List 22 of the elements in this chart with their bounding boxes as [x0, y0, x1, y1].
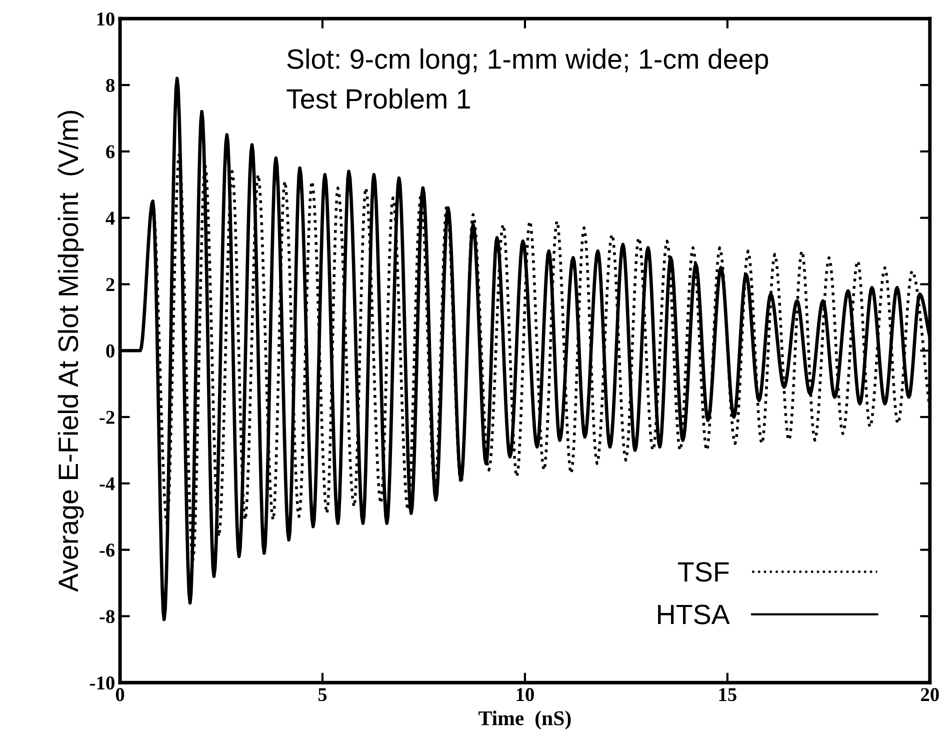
x-tick-label: 5 — [318, 688, 327, 702]
y-tick-label: 8 — [106, 78, 115, 92]
y-tick-label: 4 — [106, 212, 115, 225]
legend-label: HTSA — [658, 604, 730, 624]
x-axis-title: Time (nS) — [478, 710, 571, 730]
y-tick-label: -10 — [90, 676, 114, 690]
y-tick-label: 6 — [106, 145, 115, 158]
x-tick-label: 20 — [920, 688, 939, 702]
legend-label: TSF — [678, 562, 729, 582]
x-tick-label: 0 — [116, 688, 124, 702]
y-tick-label: 2 — [106, 278, 114, 291]
x-tick-label: 10 — [516, 688, 534, 702]
y-tick-label: -6 — [100, 544, 115, 557]
annotation: Slot: 9-cm long; 1-mm wide; 1-cm deep — [287, 48, 768, 74]
x-tick-label: 15 — [719, 688, 736, 702]
y-tick-label: 10 — [97, 12, 114, 26]
y-tick-label: -4 — [100, 477, 115, 490]
y-axis-title: Average E-Field At Slot Midpoint (V/m) — [58, 110, 84, 592]
y-tick-label: 0 — [106, 344, 114, 358]
y-tick-label: -8 — [100, 610, 115, 624]
annotation: Test Problem 1 — [286, 88, 470, 109]
y-tick-label: -2 — [100, 410, 114, 424]
